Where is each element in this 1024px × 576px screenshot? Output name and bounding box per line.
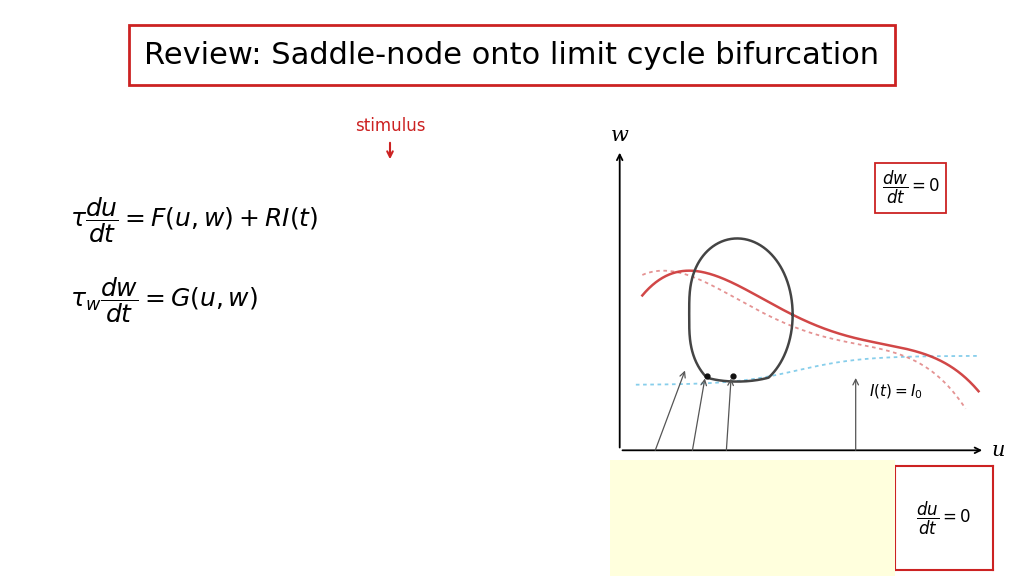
Text: u: u (991, 441, 1005, 460)
Text: others: others (630, 559, 670, 572)
Text: Review: Saddle-node onto limit cycle bifurcation: Review: Saddle-node onto limit cycle bif… (144, 40, 880, 70)
Text: $\dfrac{dw}{dt} = 0$: $\dfrac{dw}{dt} = 0$ (882, 169, 940, 206)
Text: stimulus: stimulus (354, 117, 425, 135)
Text: $\tau_w \dfrac{dw}{dt} = G(u,w)$: $\tau_w \dfrac{dw}{dt} = G(u,w)$ (70, 275, 258, 325)
Text: $I(t)=I_0$: $I(t)=I_0$ (868, 383, 923, 401)
Text: $\dfrac{du}{dt} = 0$: $\dfrac{du}{dt} = 0$ (916, 499, 972, 537)
Text: $\tau \dfrac{du}{dt} = F(u,w) + RI(t)$: $\tau \dfrac{du}{dt} = F(u,w) + RI(t)$ (70, 195, 318, 245)
Text: w: w (610, 126, 629, 145)
